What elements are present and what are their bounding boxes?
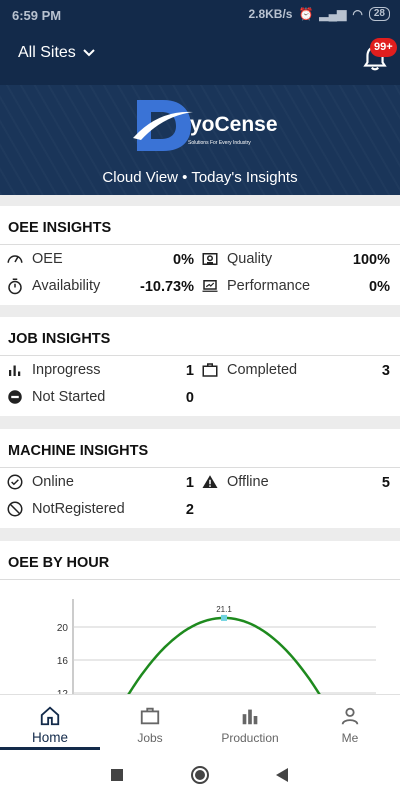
divider [0,244,400,245]
person-icon [341,707,359,725]
nav-jobs-label: Jobs [137,731,163,745]
performance-label: Performance [227,278,311,294]
machine-row-2: NotRegistered 2 [0,498,400,522]
back-button[interactable] [275,767,289,783]
battery-icon: 28 [368,7,390,21]
dyocense-logo [133,100,193,151]
wifi-icon: ◠ [352,7,363,21]
status-time: 6:59 PM [12,8,62,23]
notification-badge: 99+ [370,38,397,57]
availability-value: -10.73% [139,279,194,295]
speedometer-icon [7,255,23,263]
oee-insights-card: OEE INSIGHTS OEE 0% Quality 100% Availab… [0,206,400,305]
quality-value: 100% [352,252,390,268]
job-row-1: Inprogress 1 Completed 3 [0,359,400,383]
offline-label: Offline [227,474,269,490]
machine-insights-card: MACHINE INSIGHTS Online 1 Offline 5 NotR… [0,429,400,528]
nav-home-label: Home [31,730,68,745]
not-started-label: Not Started [32,389,106,405]
bar-chart-icon [242,709,258,725]
view-subtitle: Cloud View • Today's Insights [102,169,298,186]
warning-icon [202,475,218,488]
offline-value: 5 [381,475,390,491]
y-tick-label: 16 [57,656,69,667]
nav-production-label: Production [221,731,279,745]
oee-value: 0% [173,252,194,268]
card-title: MACHINE INSIGHTS [8,443,149,459]
job-insights-card: JOB INSIGHTS Inprogress 1 Completed 3 No… [0,317,400,416]
nav-production[interactable]: Production [200,695,300,751]
availability-label: Availability [32,278,101,294]
chevron-down-icon [83,49,95,57]
nav-home[interactable]: Home [0,695,100,751]
alarm-icon: ⏰ [298,7,314,21]
home-icon [40,706,60,726]
divider [0,579,400,580]
bottom-navigation: Home Jobs Production Me [0,694,400,751]
not-registered-label: NotRegistered [32,501,125,517]
block-icon [7,501,23,517]
app-bar: All Sites [0,30,400,85]
performance-value: 0% [369,279,390,295]
machine-row-1: Online 1 Offline 5 [0,471,400,495]
network-speed: 2.8KB/s [248,7,293,21]
y-tick-label: 20 [57,623,69,634]
divider [0,355,400,356]
status-icons: 2.8KB/s ⏰ ▂▄▆ ◠ 28 [248,7,390,21]
y-tick-label: 12 [57,689,69,694]
check-circle-icon [7,474,23,490]
nav-me-label: Me [341,731,359,745]
brand-name: yoCense [190,113,278,136]
oee-row-2: Availability -10.73% Performance 0% [0,275,400,299]
divider [0,467,400,468]
brand-tagline: Solutions For Every Industry [188,140,251,146]
site-selector-label: All Sites [18,44,76,61]
not-started-value: 0 [185,390,194,406]
oee-series-line [127,616,321,694]
recent-apps-button[interactable] [110,768,124,782]
oee-by-hour-card: OEE BY HOUR 12 16 20 21.1 [0,541,400,694]
inprogress-value: 1 [185,363,194,379]
job-row-2: Not Started 0 [0,386,400,410]
minus-circle-icon [8,390,22,404]
online-label: Online [32,474,74,490]
inprogress-label: Inprogress [32,362,101,378]
brand-banner: yoCense Solutions For Every Industry Clo… [0,85,400,195]
bar-chart-icon [9,365,21,376]
signal-icon: ▂▄▆ [319,7,347,21]
site-selector[interactable]: All Sites [18,44,96,62]
briefcase-icon [202,363,218,377]
card-title: JOB INSIGHTS [8,331,111,347]
online-value: 1 [185,475,194,491]
quality-badge-icon [202,253,218,265]
oee-by-hour-chart: 12 16 20 21.1 [57,599,376,694]
not-registered-value: 2 [185,502,194,518]
performance-laptop-icon [202,280,218,292]
nav-me[interactable]: Me [300,695,400,751]
oee-row-1: OEE 0% Quality 100% [0,248,400,272]
data-point[interactable] [221,614,227,621]
completed-label: Completed [227,362,298,378]
data-label: 21.1 [216,605,232,614]
system-navigation-bar [0,750,400,800]
completed-value: 3 [381,363,390,379]
nav-jobs[interactable]: Jobs [100,695,200,751]
card-title: OEE BY HOUR [8,555,110,571]
briefcase-icon [140,707,160,725]
quality-label: Quality [227,251,273,267]
nav-active-indicator [0,747,100,751]
status-bar: 6:59 PM 2.8KB/s ⏰ ▂▄▆ ◠ 28 [0,0,400,30]
card-title: OEE INSIGHTS [8,220,112,236]
oee-label: OEE [32,251,63,267]
stopwatch-icon [8,278,22,295]
home-button[interactable] [190,765,210,785]
